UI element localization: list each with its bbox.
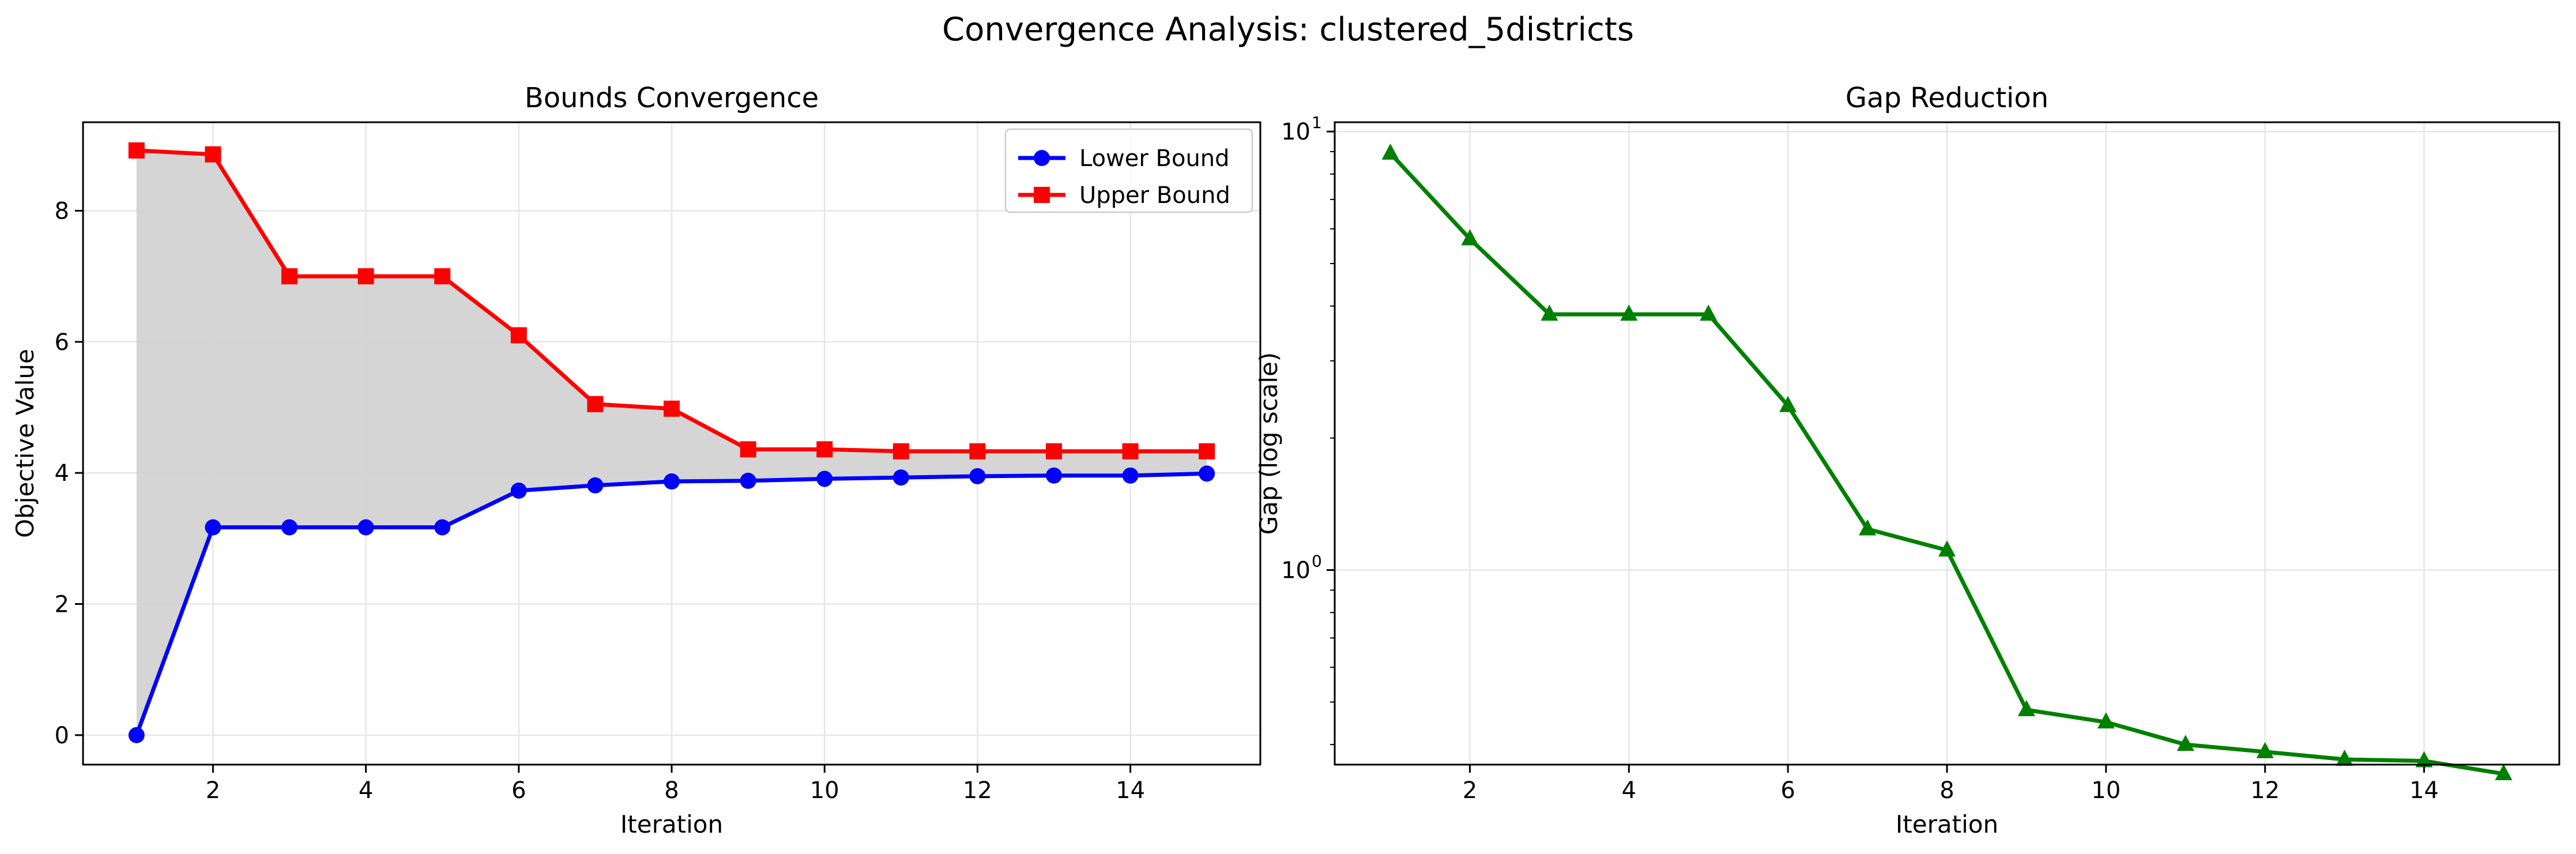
data-point — [357, 519, 374, 536]
legend-label: Upper Bound — [1079, 182, 1230, 209]
gap-series — [1381, 143, 2513, 780]
lower-bound-series — [128, 465, 1215, 743]
data-point — [816, 471, 833, 487]
x-tick-label: 6 — [1780, 777, 1795, 804]
bounds-y-axis-label: Objective Value — [11, 349, 39, 538]
data-point — [1381, 143, 1399, 160]
data-point — [816, 441, 833, 458]
upper-bound-series — [128, 142, 1215, 460]
gap-grid — [1335, 122, 2559, 765]
data-point — [1034, 150, 1050, 166]
data-point — [1045, 467, 1062, 484]
x-tick-label: 2 — [206, 777, 220, 804]
x-tick-label: 12 — [963, 777, 992, 804]
legend-label: Lower Bound — [1079, 145, 1230, 172]
data-point — [740, 472, 756, 489]
data-point — [205, 519, 221, 536]
data-point — [664, 400, 680, 417]
data-point — [1700, 304, 1718, 321]
data-point — [664, 473, 680, 490]
data-point — [1034, 187, 1050, 203]
bounds-chart-title: Bounds Convergence — [525, 82, 819, 114]
x-tick-label: 4 — [1622, 777, 1636, 804]
data-point — [587, 396, 604, 412]
bounds-series-group — [128, 142, 1215, 743]
x-tick-label: 14 — [2409, 777, 2439, 804]
gap-y-axis-label: Gap (log scale) — [1255, 352, 1283, 535]
y-tick-exponent: 1 — [1312, 113, 1322, 132]
data-point — [1779, 396, 1797, 412]
data-point — [892, 443, 909, 460]
data-point — [2415, 751, 2433, 768]
x-tick-label: 12 — [2250, 777, 2280, 804]
x-tick-label: 2 — [1463, 777, 1477, 804]
gap-chart-title: Gap Reduction — [1846, 82, 2048, 114]
y-tick-label: 2 — [55, 592, 69, 618]
data-point — [969, 468, 986, 484]
data-point — [1122, 467, 1139, 484]
data-point — [969, 443, 986, 460]
y-tick-label: 10 — [1281, 558, 1310, 584]
x-tick-label: 8 — [664, 777, 679, 804]
bounds-x-axis-label: Iteration — [620, 810, 723, 838]
data-point — [128, 727, 145, 743]
data-point — [281, 519, 298, 536]
data-point — [1859, 519, 1877, 536]
data-point — [2495, 763, 2513, 780]
y-tick-label: 8 — [55, 198, 69, 224]
data-point — [587, 477, 604, 494]
x-tick-label: 6 — [511, 777, 526, 804]
data-point — [510, 482, 527, 499]
x-tick-label: 14 — [1116, 777, 1145, 804]
data-point — [1938, 540, 1956, 557]
bounds-gap-fill — [136, 150, 1207, 735]
y-tick-exponent: 0 — [1312, 552, 1322, 571]
y-tick-label: 0 — [55, 723, 69, 749]
gap-fill-area — [136, 150, 1207, 735]
y-tick-label: 4 — [55, 460, 69, 487]
data-point — [510, 327, 527, 344]
x-tick-label: 4 — [359, 777, 373, 804]
data-point — [1461, 229, 1479, 246]
y-tick-label: 10 — [1281, 119, 1310, 145]
data-point — [2256, 742, 2274, 758]
data-point — [205, 146, 221, 163]
data-point — [740, 441, 756, 458]
data-point — [434, 268, 451, 285]
legend-box — [1004, 128, 1253, 213]
data-point — [1045, 443, 1062, 460]
bounds-legend: Lower Bound Upper Bound — [1004, 128, 1253, 213]
data-point — [2176, 735, 2194, 751]
data-point — [892, 469, 909, 486]
data-point — [1620, 304, 1638, 321]
data-point — [357, 268, 374, 285]
gap-series-group — [1381, 143, 2513, 780]
bounds-convergence-panel: 2 4 6 8 10 12 14 0 2 4 6 8 Bounds Convergence Itera… — [11, 82, 1261, 838]
data-point — [1122, 443, 1139, 460]
x-tick-label: 10 — [810, 777, 839, 804]
data-point — [1199, 443, 1215, 460]
x-tick-label: 8 — [1939, 777, 1954, 804]
data-point — [434, 519, 451, 536]
data-point — [2097, 712, 2115, 729]
bounds-axis-ticks: 2 4 6 8 10 12 14 0 2 4 6 8 — [55, 198, 1145, 804]
gap-x-axis-label: Iteration — [1896, 810, 1998, 838]
figure-suptitle: Convergence Analysis: clustered_5distric… — [942, 11, 1634, 48]
data-point — [1541, 304, 1558, 321]
y-tick-label: 6 — [55, 329, 69, 356]
x-tick-label: 10 — [2091, 777, 2121, 804]
data-point — [2336, 749, 2353, 766]
data-point — [281, 268, 298, 285]
data-point — [1199, 465, 1215, 482]
data-point — [128, 142, 145, 159]
data-point — [2017, 699, 2035, 716]
